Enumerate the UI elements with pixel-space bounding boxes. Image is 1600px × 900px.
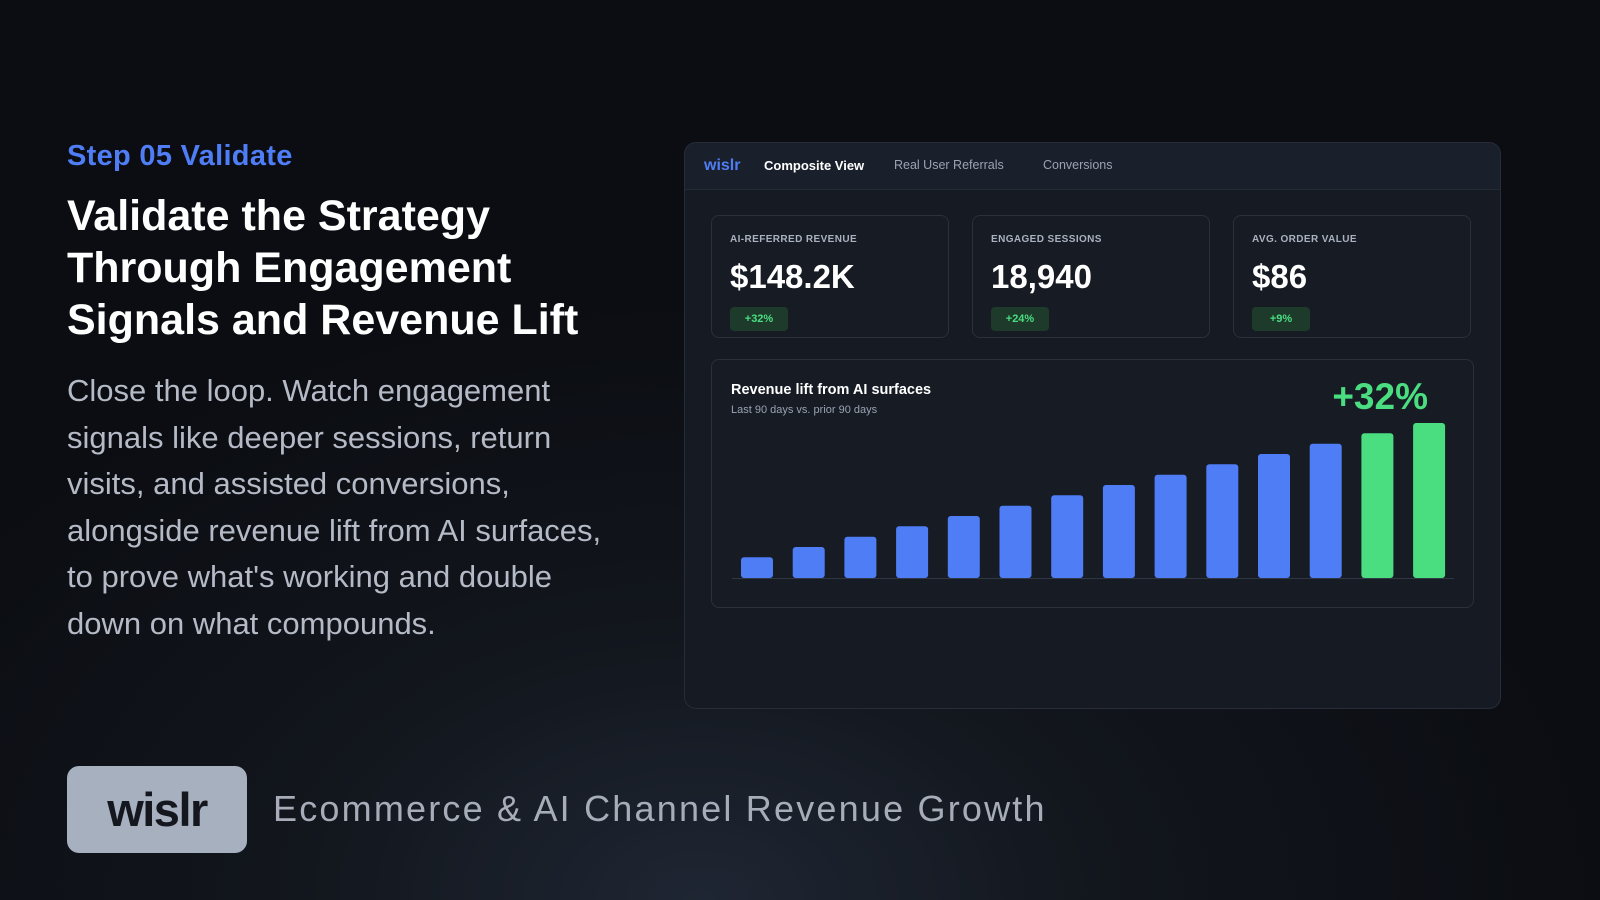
chart-bar bbox=[1413, 423, 1446, 578]
chart-bar bbox=[1206, 464, 1239, 578]
revenue-lift-chart-card: Revenue lift from AI surfaces Last 90 da… bbox=[711, 359, 1474, 608]
chart-bar bbox=[1102, 485, 1135, 578]
chart-title: Revenue lift from AI surfaces bbox=[731, 382, 932, 398]
kpi-change-badge: +24% bbox=[991, 307, 1049, 331]
body-line: signals like deeper sessions, return bbox=[67, 419, 552, 455]
kpi-card-engaged-sessions: ENGAGED SESSIONS 18,940 +24% bbox=[972, 215, 1210, 338]
kpi-change-badge: +9% bbox=[1252, 307, 1310, 331]
step-label: Step 05 Validate bbox=[67, 140, 293, 172]
dashboard-logo: wislr bbox=[704, 157, 741, 174]
kpi-card-avg-order-value: AVG. ORDER VALUE $86 +9% bbox=[1233, 215, 1471, 338]
page-headline: Validate the Strategy Through Engagement S… bbox=[67, 190, 667, 346]
revenue-lift-chart bbox=[732, 423, 1454, 579]
kpi-label: AI-REFERRED REVENUE bbox=[730, 234, 858, 245]
body-line: down on what compounds. bbox=[67, 605, 436, 641]
headline-line: Through Engagement bbox=[67, 244, 512, 292]
kpi-value: $148.2K bbox=[730, 258, 855, 295]
tab-composite-view[interactable]: Composite View bbox=[764, 158, 865, 173]
body-copy: Close the loop. Watch engagement signals … bbox=[67, 368, 667, 647]
footer-tagline: Ecommerce & AI Channel Revenue Growth bbox=[273, 788, 1047, 829]
dashboard-panel: wislr Composite View Real User Referrals… bbox=[684, 142, 1501, 709]
chart-bar bbox=[1309, 443, 1342, 578]
chart-bar bbox=[1154, 474, 1187, 578]
chart-bar bbox=[947, 516, 980, 578]
kpi-value: 18,940 bbox=[991, 258, 1092, 295]
chart-bar bbox=[896, 526, 929, 578]
kpi-value: $86 bbox=[1252, 258, 1308, 295]
chart-lift-value: +32% bbox=[1332, 376, 1428, 417]
body-line: alongside revenue lift from AI surfaces, bbox=[67, 512, 602, 548]
chart-bar bbox=[792, 547, 825, 578]
footer-logo-text: wislr bbox=[107, 783, 208, 836]
body-line: to prove what's working and double bbox=[67, 559, 552, 594]
kpi-label: AVG. ORDER VALUE bbox=[1252, 234, 1357, 245]
tab-real-user-referrals[interactable]: Real User Referrals bbox=[894, 158, 1004, 172]
chart-bar bbox=[999, 505, 1032, 578]
headline-line: Validate the Strategy bbox=[67, 192, 490, 240]
tab-conversions[interactable]: Conversions bbox=[1043, 158, 1113, 172]
body-line: Close the loop. Watch engagement bbox=[67, 373, 551, 408]
chart-bar bbox=[1051, 495, 1084, 578]
kpi-card-ai-referred-revenue: AI-REFERRED REVENUE $148.2K +32% bbox=[711, 215, 949, 338]
chart-bar bbox=[1361, 433, 1394, 578]
chart-bar bbox=[741, 557, 773, 578]
headline-line: Signals and Revenue Lift bbox=[67, 296, 579, 344]
dashboard-tab-bar: wislr Composite View Real User Referrals… bbox=[685, 143, 1500, 190]
kpi-label: ENGAGED SESSIONS bbox=[991, 234, 1102, 245]
body-line: visits, and assisted conversions, bbox=[67, 466, 510, 501]
footer-logo: wislr bbox=[67, 766, 247, 853]
chart-bar bbox=[844, 536, 877, 578]
kpi-change-badge: +32% bbox=[730, 307, 788, 331]
chart-subtitle: Last 90 days vs. prior 90 days bbox=[731, 404, 878, 416]
chart-bar bbox=[1258, 454, 1290, 578]
